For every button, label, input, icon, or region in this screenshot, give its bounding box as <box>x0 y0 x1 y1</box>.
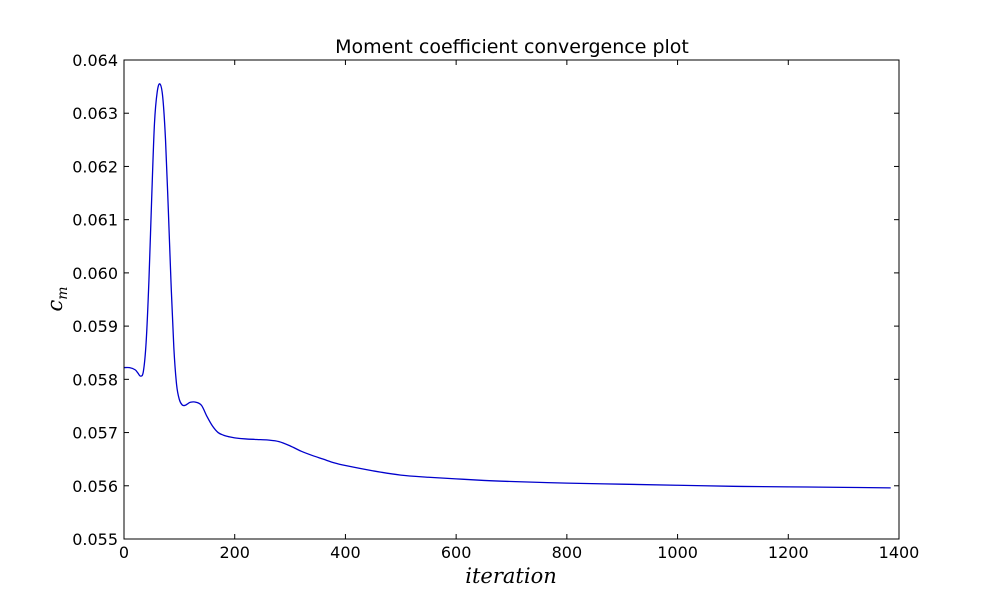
x-tick-label: 0 <box>119 543 129 562</box>
y-axis-label-main: c <box>43 300 67 312</box>
y-axis-label: cm <box>43 286 71 311</box>
y-tick-label: 0.058 <box>72 370 118 389</box>
plot-frame <box>123 59 900 540</box>
x-tick-label: 400 <box>330 543 361 562</box>
x-tick-label: 1400 <box>879 543 920 562</box>
x-tick-label: 600 <box>441 543 472 562</box>
series-line <box>123 83 891 489</box>
x-tick-label: 1200 <box>768 543 809 562</box>
y-tick-label: 0.062 <box>72 157 118 176</box>
y-tick-label: 0.057 <box>72 424 118 443</box>
x-axis-label: iteration <box>465 564 556 588</box>
y-tick-label: 0.063 <box>72 104 118 123</box>
x-tick-label: 200 <box>219 543 250 562</box>
y-tick-label: 0.060 <box>72 264 118 283</box>
y-tick-label: 0.064 <box>72 51 118 70</box>
x-tick-label: 800 <box>552 543 583 562</box>
y-tick-label: 0.055 <box>72 530 118 549</box>
y-tick-label: 0.061 <box>72 211 118 230</box>
y-tick-label: 0.059 <box>72 317 118 336</box>
y-axis-label-subscript: m <box>55 286 71 299</box>
chart-title: Moment coefficient convergence plot <box>335 36 689 58</box>
x-tick-label: 1000 <box>657 543 698 562</box>
y-axis-ticks: 0.055 0.056 0.057 0.058 0.059 0.060 0.061 0.062… <box>72 51 899 549</box>
y-tick-label: 0.056 <box>72 477 118 496</box>
x-axis-ticks: 0 200 400 600 800 1000 1200 1400 <box>119 60 919 562</box>
svg-text:cm: cm <box>43 286 71 311</box>
